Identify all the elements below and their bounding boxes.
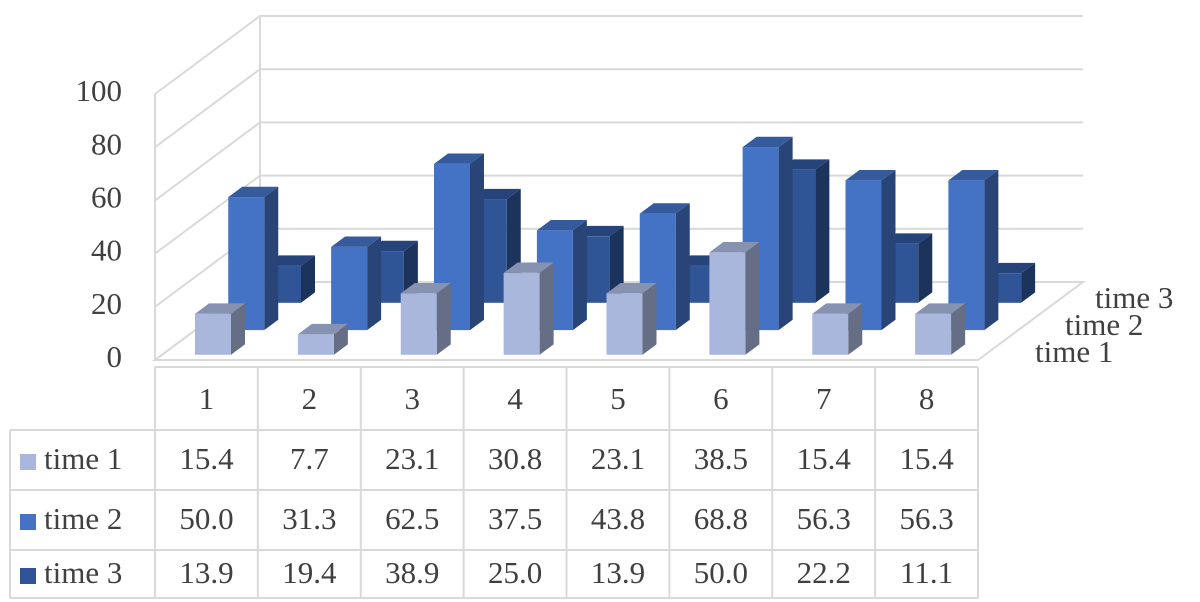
legend-label: time 1 (44, 441, 122, 476)
y-tick-label: 0 (107, 339, 123, 374)
bar (606, 293, 643, 355)
bar-side (745, 241, 760, 355)
table-value: 7.7 (290, 441, 329, 476)
table-value: 13.9 (179, 555, 233, 590)
table-value: 50.0 (694, 555, 748, 590)
bar-side (264, 186, 279, 331)
table-value: 50.0 (179, 501, 233, 536)
bar-top (297, 323, 348, 335)
bar-top (812, 303, 863, 314)
bar-side (815, 159, 830, 303)
bar-side (539, 262, 554, 355)
table-value: 56.3 (797, 501, 851, 536)
bar-side (675, 203, 690, 331)
legend-label: time 3 (44, 555, 122, 590)
x-tick-label: 8 (919, 381, 935, 416)
bar-top (845, 169, 896, 181)
bar-top (503, 262, 554, 273)
bar-top (331, 236, 382, 247)
x-tick-label: 1 (199, 381, 215, 416)
bar-side (984, 169, 999, 331)
grid-line (154, 15, 1083, 95)
bar-top (639, 203, 690, 214)
bar (400, 293, 437, 355)
table-value: 15.4 (179, 441, 234, 476)
legend-swatch (20, 568, 36, 584)
table-value: 15.4 (797, 441, 852, 476)
x-tick-label: 5 (610, 381, 626, 416)
y-tick-label: 60 (91, 180, 122, 215)
table-value: 62.5 (385, 501, 439, 536)
legend-swatch (20, 454, 36, 470)
legend-swatch (20, 514, 36, 530)
table-value: 31.3 (282, 501, 336, 536)
bar-side (231, 303, 245, 355)
depth-axis-label: time 2 (1065, 307, 1143, 342)
depth-axis-label: time 3 (1095, 280, 1173, 315)
bar-side (918, 233, 933, 303)
grid-line (154, 121, 1083, 202)
x-tick-label: 2 (302, 381, 318, 416)
bar-top (195, 303, 245, 314)
bar (297, 334, 334, 355)
bar-top (948, 169, 999, 181)
grid-line (154, 68, 1083, 149)
table-value: 23.1 (385, 441, 439, 476)
table-value: 25.0 (488, 555, 542, 590)
bar-side (367, 236, 382, 331)
table-value: 22.2 (797, 555, 851, 590)
table-value: 38.9 (385, 555, 439, 590)
bar-top (606, 282, 657, 294)
y-tick-label: 40 (91, 233, 122, 268)
y-tick-label: 20 (91, 286, 122, 321)
bar-side (436, 282, 451, 355)
table-value: 68.8 (694, 501, 748, 536)
y-tick-label: 80 (91, 126, 122, 161)
bar-side (848, 303, 863, 355)
table-value: 30.8 (488, 441, 542, 476)
bar (503, 272, 540, 355)
bar-side (881, 169, 896, 331)
table-value: 19.4 (282, 555, 337, 590)
table-value: 11.1 (900, 555, 953, 590)
bar-side (1021, 262, 1036, 303)
x-tick-label: 6 (713, 381, 729, 416)
bar-top (915, 303, 966, 314)
depth-axis-label: time 1 (1035, 334, 1113, 369)
x-tick-label: 4 (507, 381, 523, 416)
table-value: 13.9 (591, 555, 645, 590)
table-value: 56.3 (899, 501, 953, 536)
bar-top (536, 219, 587, 231)
y-tick-label: 100 (76, 73, 123, 108)
table-value: 23.1 (591, 441, 645, 476)
bar (709, 252, 746, 355)
table-value: 38.5 (694, 441, 748, 476)
legend-label: time 2 (44, 501, 122, 536)
bar-top (400, 282, 451, 294)
table-value: 43.8 (591, 501, 645, 536)
bar-side (333, 323, 348, 355)
bar-side (778, 136, 793, 331)
bar (331, 246, 368, 331)
bar-top (742, 136, 793, 148)
table-value: 37.5 (488, 501, 542, 536)
bar-side (301, 255, 315, 303)
table-value: 15.4 (899, 441, 954, 476)
bar-side (572, 219, 587, 331)
x-tick-label: 3 (404, 381, 420, 416)
bar-side (470, 153, 484, 331)
bar-top (709, 241, 760, 253)
bar-side (642, 282, 657, 355)
x-tick-label: 7 (816, 381, 832, 416)
bar (812, 313, 849, 355)
bar (195, 313, 231, 355)
bar (915, 313, 952, 355)
bar-top (228, 186, 279, 198)
bar-top (434, 153, 484, 164)
bar-side (951, 303, 966, 355)
